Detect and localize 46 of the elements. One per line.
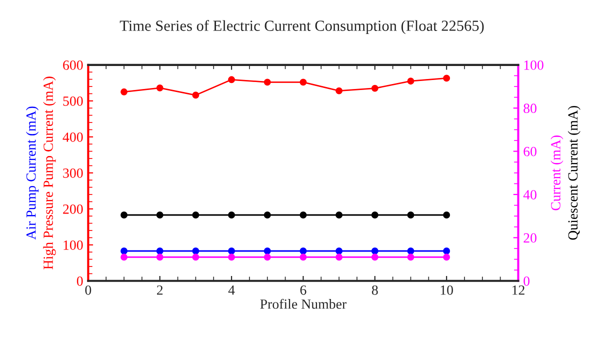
y-tick-label: 300 xyxy=(63,168,83,178)
point xyxy=(407,78,414,85)
y-tick-label: 600 xyxy=(63,60,83,70)
x-tick-label: 4 xyxy=(228,286,235,295)
point xyxy=(192,248,200,254)
y2-tick-label: 20 xyxy=(524,233,536,243)
x-tick-label: 2 xyxy=(156,285,163,295)
y2-tick-label: 100 xyxy=(524,60,544,70)
point xyxy=(120,248,128,254)
text: High Pressure Pump Current (mA) xyxy=(43,76,56,270)
legend-label: Current (mA) xyxy=(550,136,564,210)
y2-tick-label: 60 xyxy=(524,146,536,156)
y-tick-label: 100 xyxy=(64,240,83,250)
point xyxy=(336,87,343,94)
point xyxy=(300,78,307,86)
y-tick-label: 200 xyxy=(63,204,83,214)
point xyxy=(156,248,164,254)
chart-title: Time Series of Electric Current Consumption (Float 22565) xyxy=(120,20,484,34)
point xyxy=(371,84,378,92)
y2-tick-label: 80 xyxy=(524,104,536,114)
point xyxy=(407,248,414,254)
point xyxy=(443,248,450,254)
point xyxy=(371,248,378,254)
y-tick-label: 500 xyxy=(63,96,83,106)
x-tick-label: 0 xyxy=(85,285,92,295)
x-tick-label: 6 xyxy=(300,285,306,295)
y-tick-label: 400 xyxy=(62,132,83,142)
point xyxy=(228,76,236,84)
y2-tick-label: 40 xyxy=(523,190,536,200)
point xyxy=(228,248,236,254)
x-tick-label: 8 xyxy=(372,285,378,295)
text: Air Pump Current (mA) xyxy=(26,106,39,240)
y2-tick-label: 0 xyxy=(524,276,530,286)
point xyxy=(192,92,200,99)
x-tick-label: 12 xyxy=(512,285,524,295)
point xyxy=(120,88,128,96)
point xyxy=(443,74,450,82)
point xyxy=(156,84,164,92)
x-axis-title: Profile Number xyxy=(260,298,346,309)
text: Quiescent Current (mA) xyxy=(568,106,580,240)
x-tick-label: 10 xyxy=(440,285,453,295)
y-tick-label: 0 xyxy=(76,276,83,286)
point xyxy=(300,248,307,254)
point xyxy=(264,78,271,86)
point xyxy=(264,248,271,254)
point xyxy=(336,248,343,254)
